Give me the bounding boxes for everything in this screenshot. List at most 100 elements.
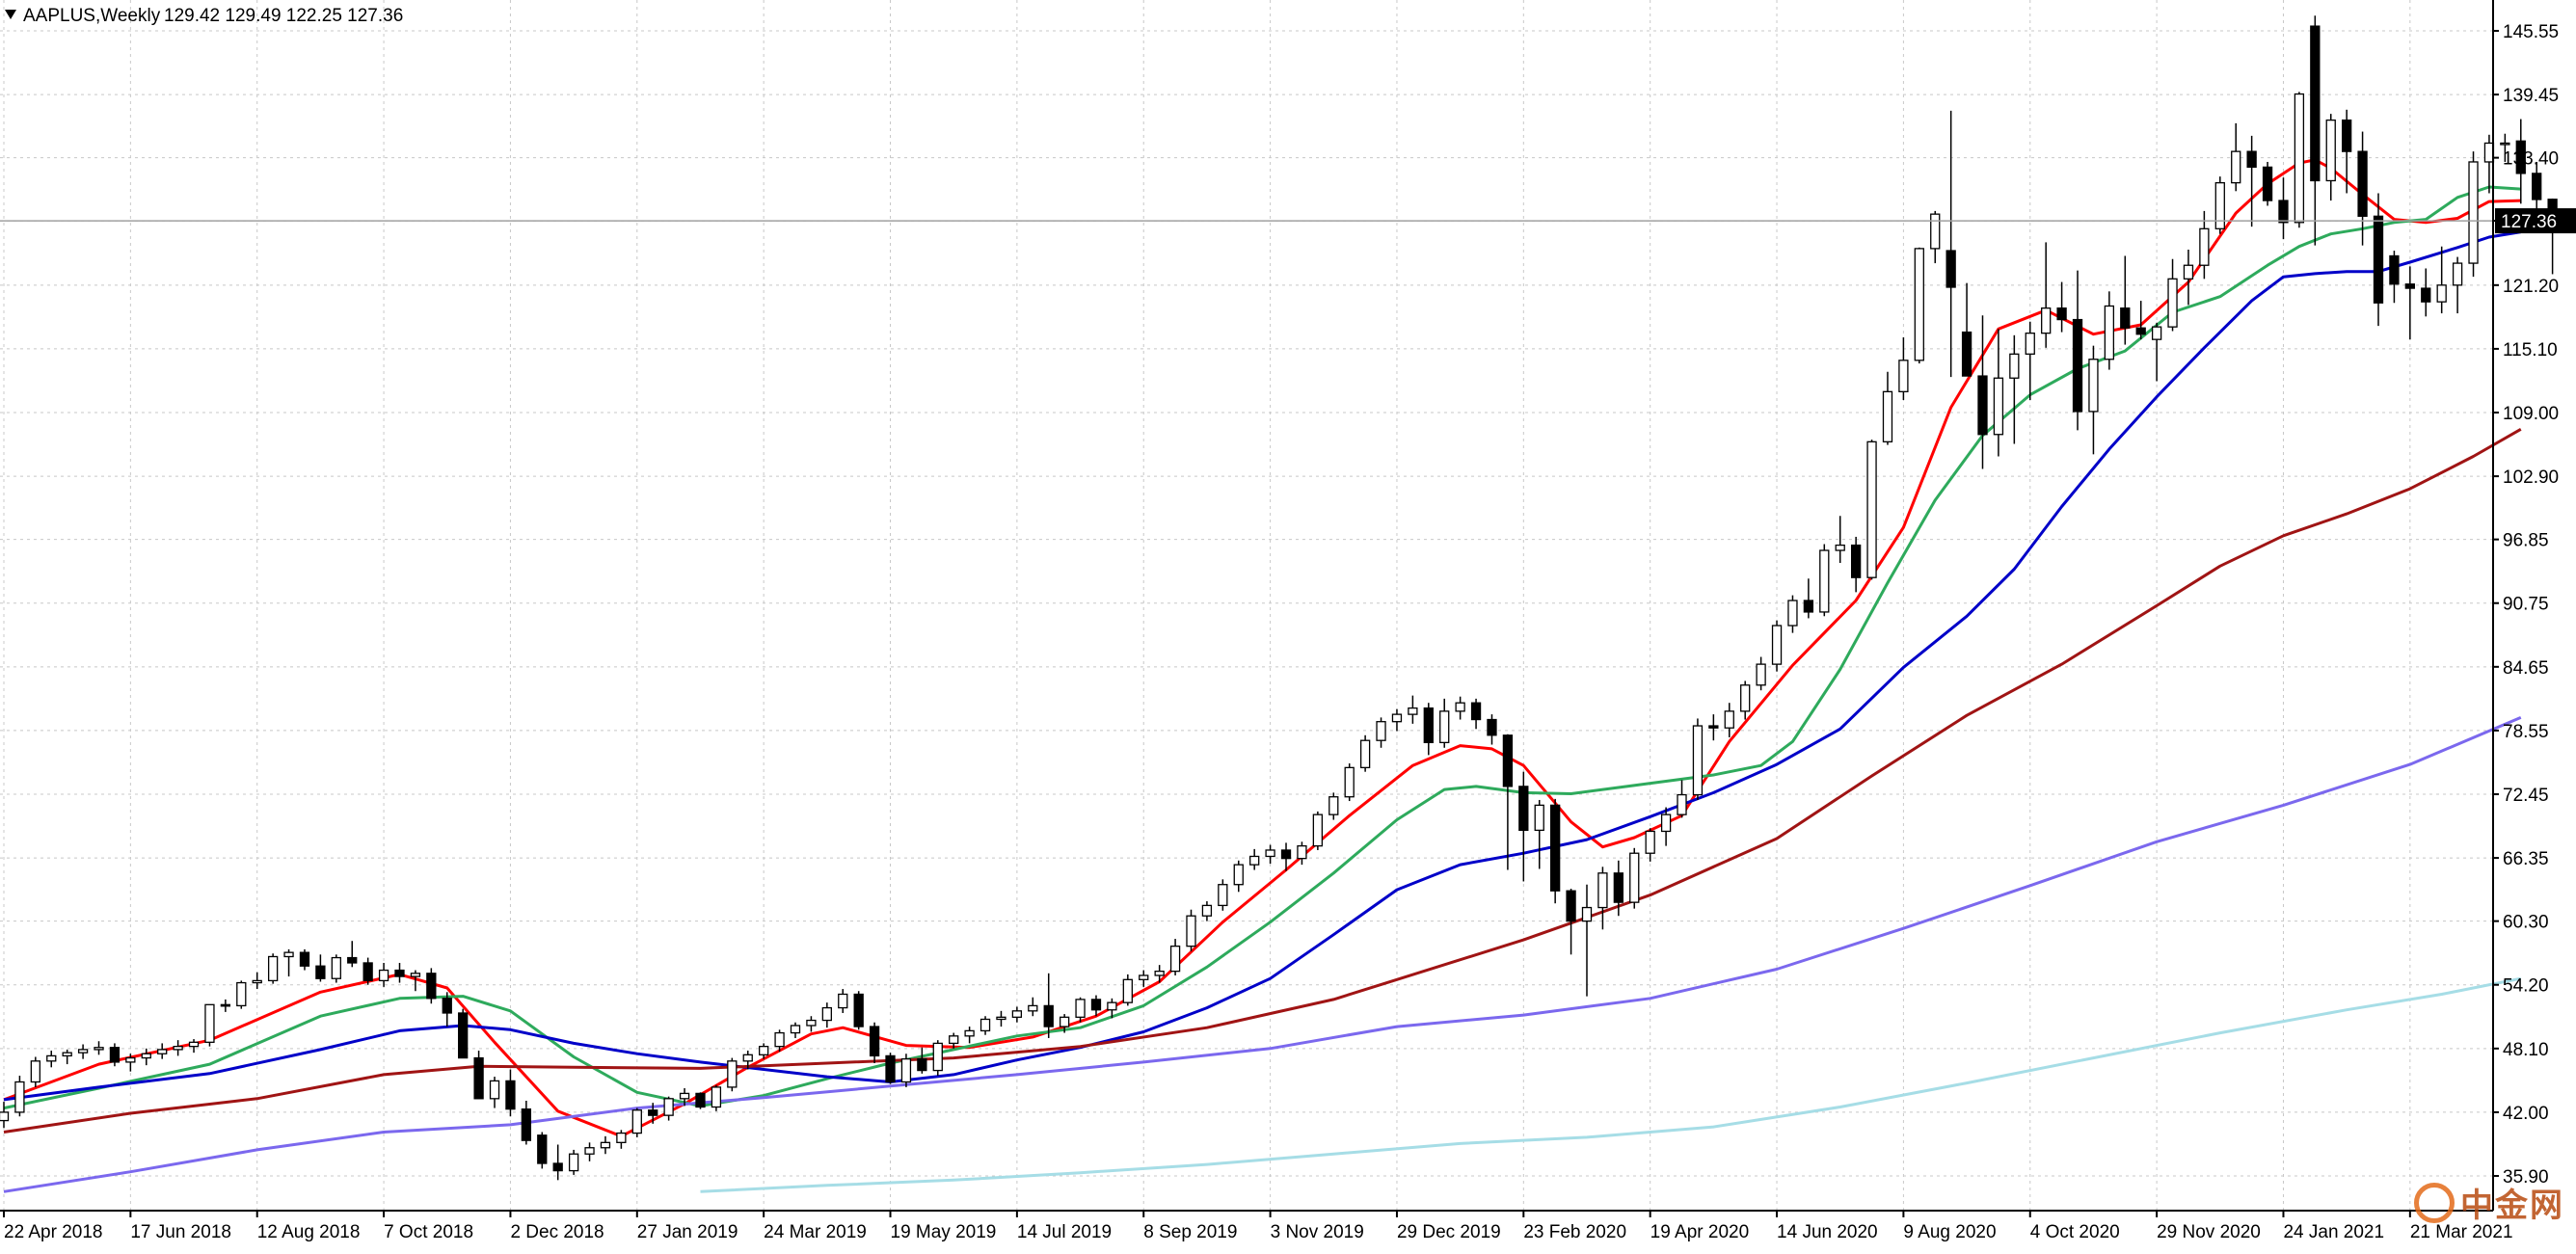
price-tick-label: 90.75 bbox=[2503, 595, 2549, 615]
candle-up bbox=[2231, 150, 2241, 184]
price-tick-label: 133.40 bbox=[2503, 149, 2559, 170]
candle-up bbox=[94, 1047, 104, 1051]
candle-up bbox=[1059, 1016, 1070, 1027]
candle-up bbox=[1866, 440, 1877, 578]
candle-up bbox=[62, 1052, 72, 1057]
candle-up bbox=[663, 1098, 674, 1116]
candle-down bbox=[1850, 544, 1862, 578]
candle-up bbox=[2183, 264, 2194, 280]
symbol-label: AAPLUS,Weekly bbox=[23, 6, 161, 26]
candle-up bbox=[1914, 248, 1924, 361]
price-tick-label: 121.20 bbox=[2503, 277, 2559, 297]
candle-down bbox=[505, 1080, 516, 1110]
candle-up bbox=[252, 979, 262, 984]
candle-down bbox=[2373, 215, 2384, 304]
candle-down bbox=[1090, 999, 1102, 1011]
candle-up bbox=[378, 969, 389, 982]
time-tick-label: 14 Jun 2020 bbox=[1777, 1222, 1878, 1242]
axes bbox=[0, 0, 2494, 1212]
candle-up bbox=[996, 1016, 1006, 1021]
candle-up bbox=[1075, 999, 1086, 1018]
candle-up bbox=[600, 1141, 611, 1149]
ma-line bbox=[3, 230, 2522, 1102]
time-axis-labels: 22 Apr 2018 17 Jun 2018 12 Aug 2018 7 Oct 2… bbox=[3, 1211, 2513, 1242]
candle-up bbox=[1581, 906, 1593, 922]
candle-up bbox=[410, 973, 421, 977]
candle-up bbox=[1455, 702, 1465, 712]
candle-up bbox=[2041, 307, 2052, 334]
candle-up bbox=[1249, 855, 1260, 866]
candle-down bbox=[2389, 254, 2400, 285]
candle-down bbox=[1550, 804, 1561, 892]
candle-up bbox=[1011, 1010, 1023, 1018]
candle-up bbox=[204, 1003, 215, 1043]
candle-up bbox=[2025, 333, 2035, 355]
candle-up bbox=[2325, 119, 2336, 182]
candle-up bbox=[2151, 326, 2162, 340]
candle-up bbox=[2436, 284, 2447, 303]
candle-down bbox=[2278, 200, 2289, 224]
candle-down bbox=[109, 1047, 121, 1063]
candle-up bbox=[821, 1006, 832, 1022]
ma-line bbox=[700, 976, 2522, 1193]
candle-up bbox=[790, 1025, 801, 1034]
candle-up bbox=[1297, 844, 1307, 860]
candle-up bbox=[1391, 713, 1403, 723]
candle-up bbox=[1740, 684, 1751, 712]
candle-up bbox=[1312, 814, 1324, 847]
candle-up bbox=[1787, 600, 1798, 627]
candle-down bbox=[458, 1012, 469, 1059]
candle-down bbox=[1566, 890, 1576, 922]
price-tick-label: 72.45 bbox=[2503, 786, 2549, 806]
candle-up bbox=[1534, 804, 1544, 832]
candle-up bbox=[0, 1111, 10, 1122]
candle-down bbox=[2532, 173, 2542, 200]
time-tick-label: 7 Oct 2018 bbox=[384, 1222, 473, 1242]
candle-down bbox=[853, 993, 864, 1027]
ma-line bbox=[3, 427, 2522, 1134]
chart-header: AAPLUS,Weekly 129.42 129.49 122.25 127.3… bbox=[5, 6, 403, 26]
candle-down bbox=[869, 1026, 880, 1057]
candle-up bbox=[1660, 814, 1672, 833]
candle-up bbox=[489, 1080, 500, 1100]
candle-up bbox=[964, 1029, 975, 1037]
time-tick-label: 22 Apr 2018 bbox=[4, 1222, 102, 1242]
candle-up bbox=[900, 1058, 912, 1083]
candle-up bbox=[157, 1049, 168, 1054]
candle-up bbox=[806, 1019, 817, 1027]
candle-down bbox=[1470, 702, 1482, 721]
candle-down bbox=[2120, 307, 2131, 329]
candle-down bbox=[220, 1003, 231, 1007]
candle-up bbox=[711, 1086, 722, 1108]
candle-down bbox=[1961, 331, 1972, 377]
candle-down bbox=[648, 1109, 658, 1116]
candle-up bbox=[1993, 377, 2004, 436]
candle-down bbox=[2056, 307, 2067, 321]
time-tick-label: 14 Jul 2019 bbox=[1017, 1222, 1112, 1242]
candle-up bbox=[1930, 213, 1941, 250]
dropdown-arrow-icon[interactable] bbox=[5, 10, 16, 19]
candle-up bbox=[141, 1053, 151, 1059]
price-tick-label: 102.90 bbox=[2503, 467, 2559, 488]
time-tick-label: 19 Apr 2020 bbox=[1650, 1222, 1749, 1242]
candle-up bbox=[1898, 360, 1909, 392]
candle-up bbox=[1169, 945, 1181, 973]
candle-down bbox=[315, 965, 326, 979]
candle-up bbox=[1677, 793, 1687, 815]
price-tick-label: 42.00 bbox=[2503, 1104, 2549, 1124]
candle-down bbox=[442, 998, 452, 1014]
candle-down bbox=[885, 1054, 896, 1083]
last-price-marker: 127.36 bbox=[2495, 208, 2576, 234]
candle-up bbox=[1724, 710, 1734, 729]
price-tick-label: 48.10 bbox=[2503, 1040, 2549, 1060]
price-tick-label: 78.55 bbox=[2503, 722, 2549, 742]
candle-up bbox=[30, 1060, 40, 1083]
candle-down bbox=[299, 951, 310, 967]
candle-up bbox=[2104, 305, 2115, 360]
price-tick-label: 139.45 bbox=[2503, 86, 2559, 106]
candle-up bbox=[742, 1054, 753, 1062]
time-tick-label: 2 Dec 2018 bbox=[510, 1222, 604, 1242]
candle-up bbox=[1028, 1004, 1038, 1012]
